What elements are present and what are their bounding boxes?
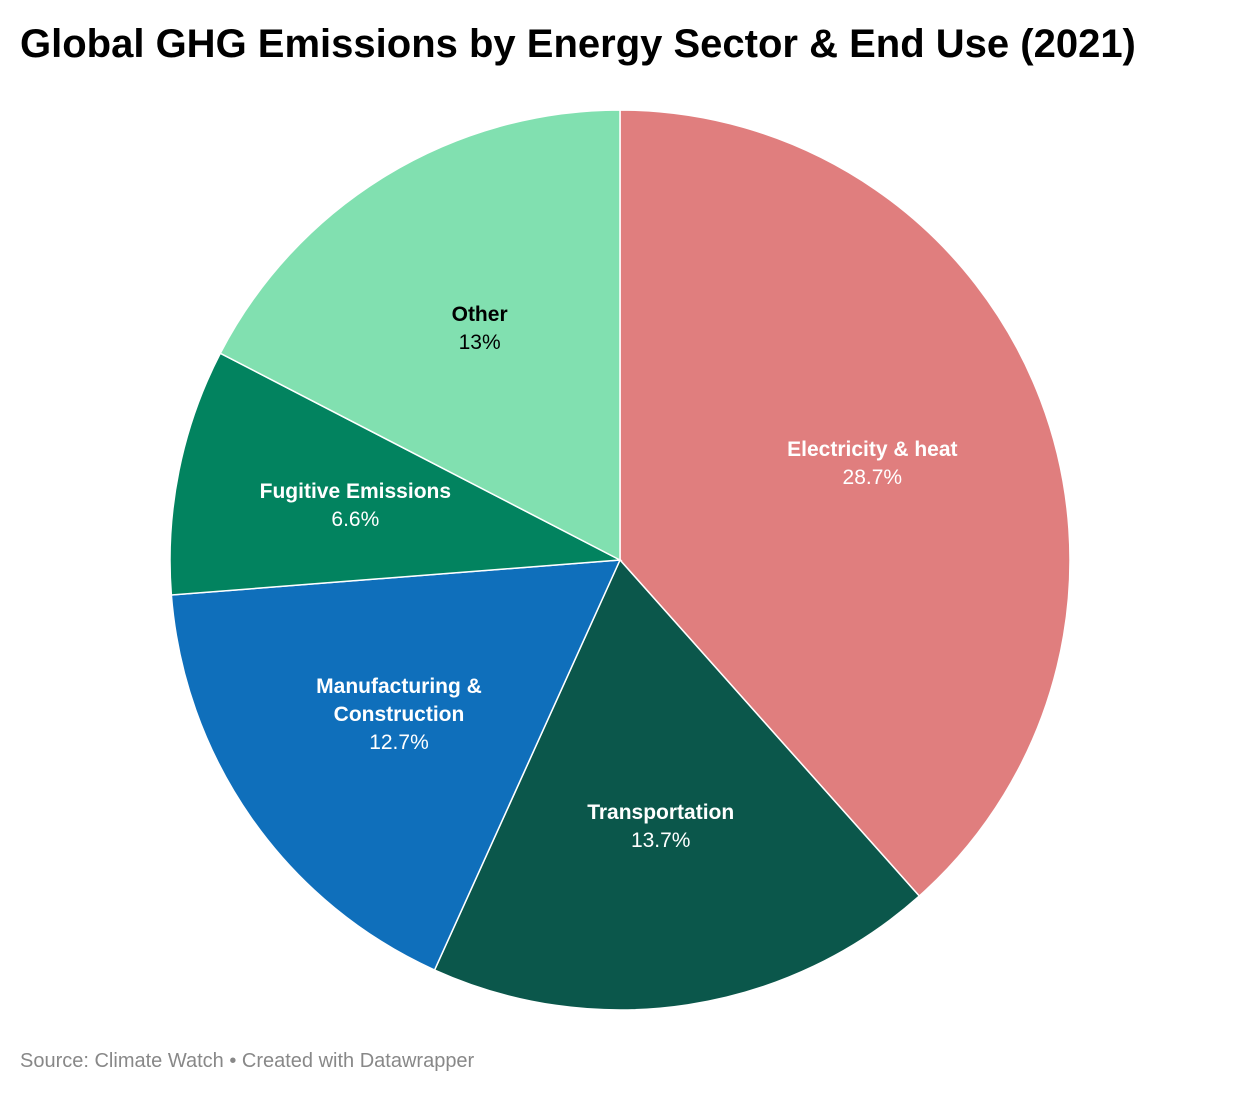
chart-title: Global GHG Emissions by Energy Sector & …	[20, 22, 1136, 66]
category-label: Electricity & heat	[787, 437, 958, 461]
value-label: 13%	[458, 331, 501, 355]
category-label: Other	[451, 303, 508, 327]
pie-slice	[170, 559, 622, 972]
slice-label: Other 13%	[360, 301, 600, 357]
value-label: 28.7%	[842, 465, 903, 489]
category-label: Manufacturing & Construction	[316, 675, 482, 727]
pie-slice	[169, 352, 623, 596]
slice-label: Fugitive Emissions 6.6%	[235, 478, 475, 534]
slice-label: Manufacturing & Construction 12.7%	[279, 673, 519, 757]
pie-slice	[619, 109, 1071, 898]
slice-label: Transportation 13.7%	[541, 799, 781, 855]
value-label: 12.7%	[369, 731, 429, 755]
pie-slice	[433, 558, 921, 1011]
value-label: 6.6%	[331, 508, 380, 532]
value-label: 13.7%	[630, 828, 691, 852]
category-label: Transportation	[587, 800, 735, 824]
footer: Source: Climate Watch • Created with Dat…	[20, 1050, 475, 1072]
category-label: Fugitive Emissions	[259, 480, 452, 504]
pie-slice	[219, 109, 621, 562]
slice-label: Electricity & heat 28.7%	[752, 436, 992, 492]
